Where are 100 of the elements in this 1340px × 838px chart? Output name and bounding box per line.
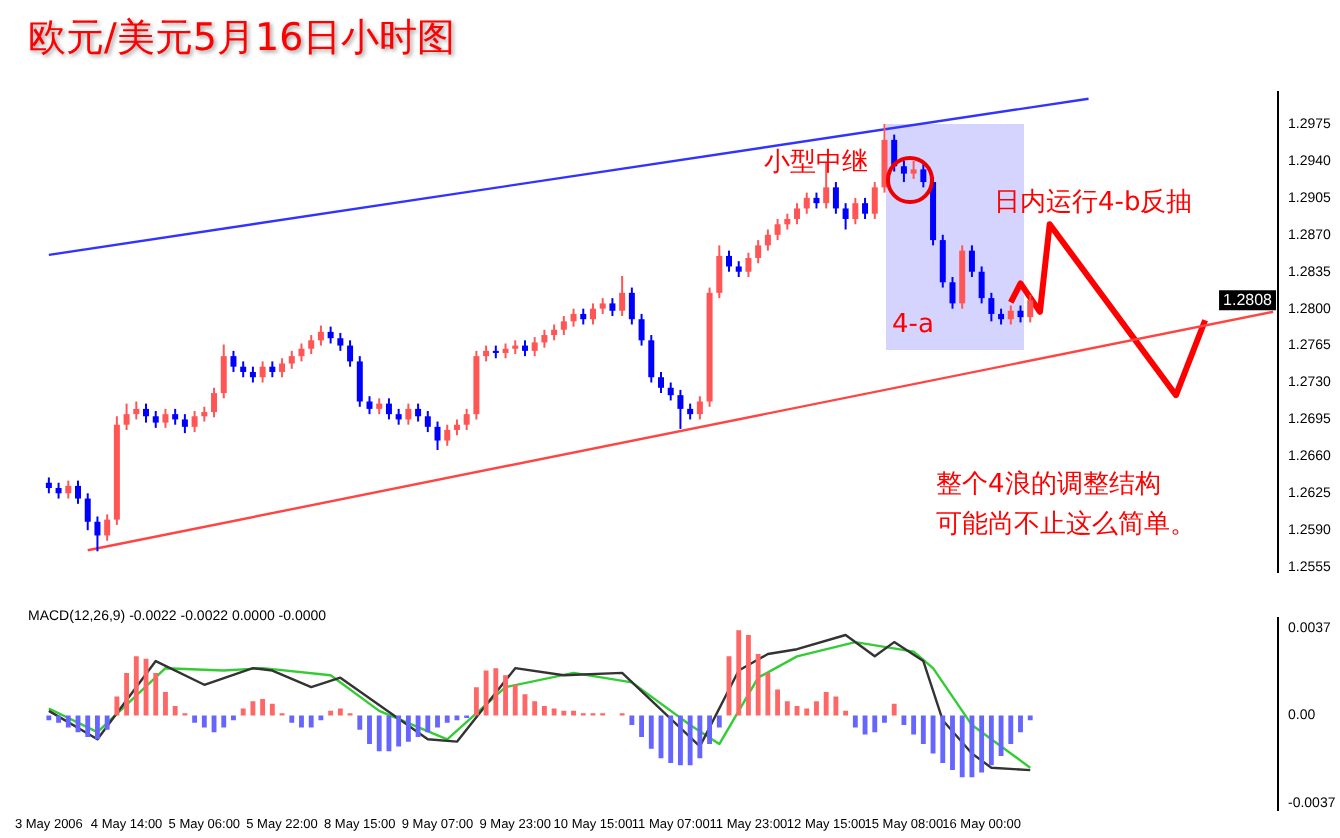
bar [367,715,372,745]
bar [707,715,713,745]
bar [891,703,897,716]
bar [444,715,450,723]
bar [814,701,819,716]
bar [571,710,576,716]
candlestick [308,334,315,356]
candlestick [677,388,684,430]
bar [775,689,781,716]
bar [65,715,71,728]
bar [308,715,314,728]
candlestick [191,409,198,434]
candlestick [794,202,801,226]
candlestick [75,479,82,505]
candlestick [852,196,859,226]
candlestick [143,402,150,424]
bar [163,691,168,716]
candlestick [842,202,849,231]
bar [678,715,683,766]
annotation: 1.2808 [1223,290,1274,309]
candlestick [920,163,927,189]
bar [240,708,246,716]
bar [473,687,479,716]
bar [337,708,343,716]
candlestick [104,513,111,542]
candlestick [764,228,771,252]
bar [299,715,304,728]
candlestick [716,244,723,300]
bar [561,710,567,716]
bar [979,715,985,773]
bar [746,634,751,716]
candlestick [444,423,451,447]
bar [668,715,674,763]
candlestick [939,233,946,289]
candlestick [162,407,169,429]
bar [56,715,61,723]
bar [493,668,499,716]
bar [687,715,693,766]
annotation: 小型中继 [764,146,868,180]
bar [833,696,839,716]
candlestick [434,420,441,452]
bar [1018,715,1023,733]
bar [289,715,295,723]
bar [959,715,965,778]
bar [483,670,489,716]
bar [153,672,159,716]
bar [405,715,411,742]
candlestick [726,249,733,273]
bar [784,701,790,716]
bar [221,715,227,728]
candlestick [949,276,956,310]
bar [629,715,635,726]
candlestick [347,339,354,368]
bar [823,691,829,716]
bar [124,672,130,716]
candlestick [803,191,810,215]
candlestick [978,265,985,305]
bar [920,715,926,745]
chart-title: 欧元/美元5月16日小时图 [28,14,456,64]
bar [852,715,858,728]
candlestick [356,355,363,408]
annotation: 日内运行4-b反抽 [994,186,1193,220]
bar [269,703,275,716]
annotation: 整个4浪的调整结构 [936,468,1161,502]
bar [901,715,907,726]
annotation: 可能尚不止这么简单。 [936,508,1196,542]
candlestick [317,324,324,347]
bar [425,715,431,733]
bar [104,715,110,730]
bar [998,715,1004,756]
candlestick [259,360,266,384]
bar [551,708,557,716]
candlestick [648,334,655,384]
bar [503,675,508,716]
bar [736,630,742,716]
bar [765,672,771,716]
bar [201,715,207,728]
bar [512,684,518,716]
candlestick [560,315,567,337]
bar [541,706,547,716]
bar [911,715,917,735]
candlestick [619,274,626,318]
bar [872,715,878,733]
candlestick [94,515,101,553]
candlestick [463,407,470,431]
bar [192,715,198,723]
candlestick [628,286,635,326]
bar [804,708,810,716]
bar [648,715,654,749]
bar [1008,715,1014,745]
candlestick [832,181,839,215]
candlestick [211,386,218,419]
candlestick [385,397,392,421]
bar [697,715,703,759]
candlestick [871,181,878,220]
bar [882,715,887,723]
bar [716,715,722,728]
bar [950,715,955,771]
candlestick [862,196,869,220]
candlestick [220,343,227,400]
